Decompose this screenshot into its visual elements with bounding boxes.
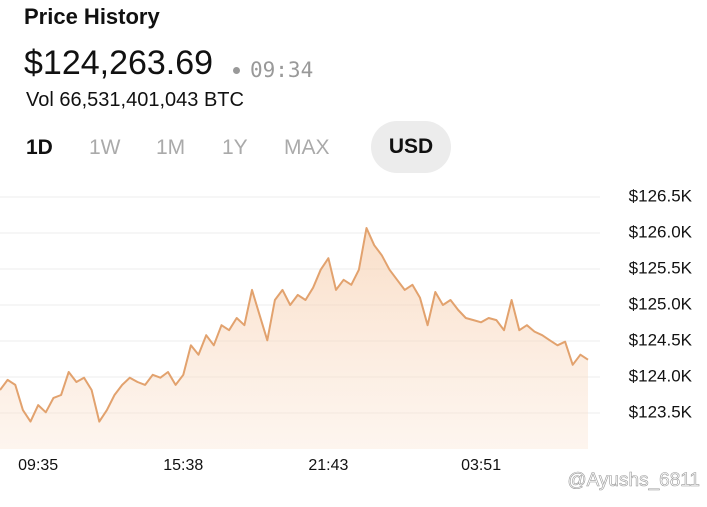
price: $124,263.69 bbox=[24, 44, 214, 82]
separator-dot bbox=[233, 67, 240, 74]
x-tick-label: 21:43 bbox=[308, 457, 348, 474]
volume: Vol 66,531,401,043 BTC bbox=[26, 89, 244, 111]
tab[interactable]: 1W bbox=[89, 136, 121, 159]
tab[interactable]: 1M bbox=[156, 136, 186, 159]
price-time: 09:34 bbox=[250, 58, 314, 82]
title: Price History bbox=[24, 4, 160, 29]
area bbox=[0, 228, 588, 449]
x-tick-label: 09:35 bbox=[18, 457, 58, 474]
tab[interactable]: 1D bbox=[26, 136, 53, 159]
currency-button[interactable]: USD bbox=[371, 121, 451, 173]
tab[interactable]: MAX bbox=[284, 136, 330, 159]
y-tick-label: $125.5K bbox=[629, 258, 693, 277]
y-tick-label: $126.0K bbox=[629, 222, 693, 241]
y-tick-label: $126.5K bbox=[629, 186, 693, 205]
y-tick-label: $124.0K bbox=[629, 366, 693, 385]
y-tick-label: $124.5K bbox=[629, 330, 693, 349]
x-tick-label: 03:51 bbox=[461, 457, 501, 474]
watermark: @Ayushs_6811 bbox=[567, 470, 700, 491]
price-line bbox=[0, 227, 589, 423]
x-tick-label: 15:38 bbox=[163, 457, 203, 474]
y-tick-label: $125.0K bbox=[629, 294, 693, 313]
y-tick-label: $123.5K bbox=[629, 402, 693, 421]
tab[interactable]: 1Y bbox=[222, 136, 248, 159]
